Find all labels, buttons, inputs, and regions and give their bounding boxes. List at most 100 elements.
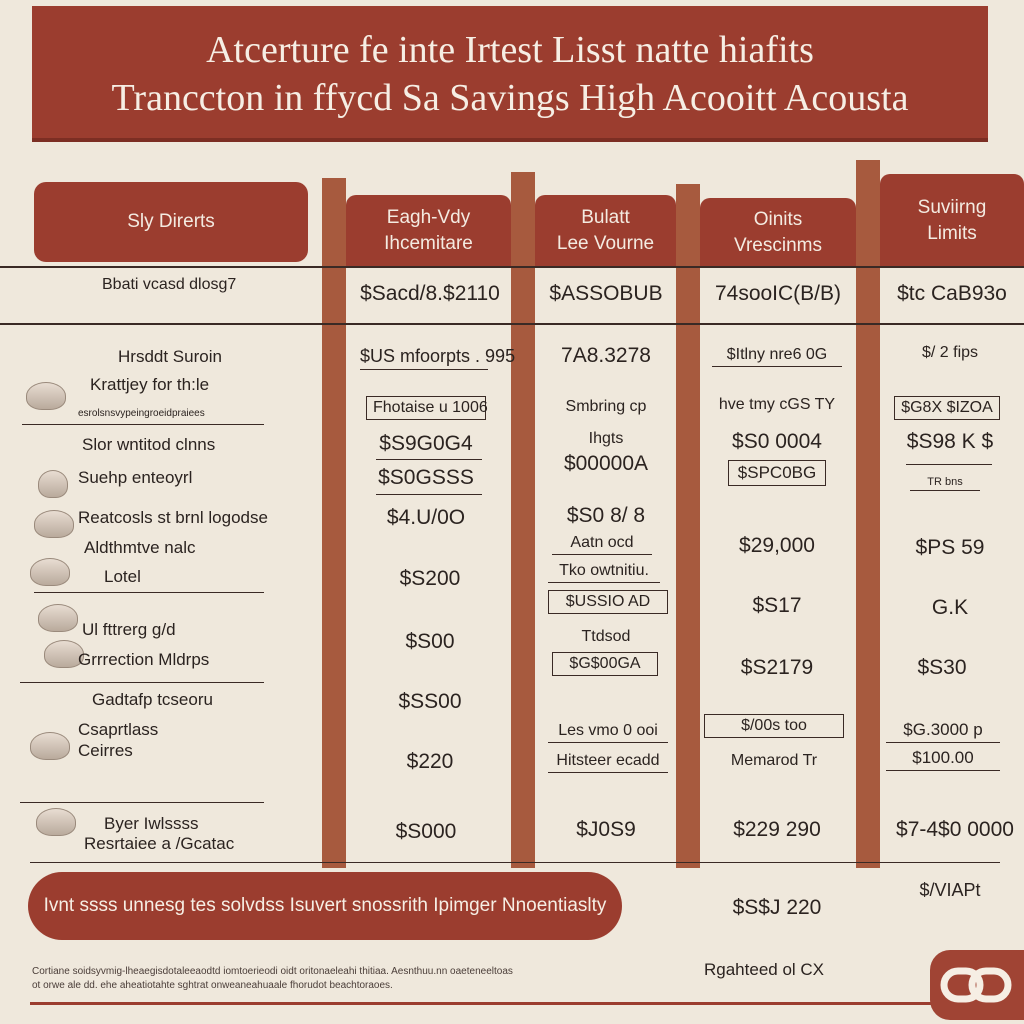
col4-value: G.K <box>931 596 969 619</box>
col2-value: $J0S9 <box>576 818 636 841</box>
col1-rule <box>376 459 482 460</box>
safe-icon <box>44 640 84 668</box>
left-item: Suehp enteoyrl <box>78 468 193 487</box>
col3-value: $29,000 <box>739 534 815 557</box>
footer-note: Rgahteed ol CX <box>704 960 825 979</box>
column-header-2: Eagh-Vdy Ihcemitare <box>346 195 511 267</box>
summary-value-1: $Sacd/8.$2110 <box>360 282 500 305</box>
col2-value: Les vmo 0 ooi <box>548 722 668 743</box>
col4-value: $/VIAPt <box>919 880 981 900</box>
summary-value-3: 74sooIC(B/B) <box>714 282 842 305</box>
col1-value: $220 <box>406 750 454 773</box>
col4-value: TR bns <box>910 476 980 491</box>
column-header-label-line2: Vrescinms <box>734 234 822 256</box>
column-header-4: Oinits Vrescinms <box>700 198 856 267</box>
header-rule <box>0 266 1024 268</box>
col1-value: $4.U/0O <box>386 506 466 529</box>
left-item: Ul fttrerg g/d <box>82 620 176 639</box>
fine-print-line-2: ot orwe ale dd. ehe aheatiotahte sghtrat… <box>32 980 393 991</box>
col2-value: $G$00GA <box>552 652 658 676</box>
left-item-rule <box>22 424 264 425</box>
col1-value: $S00 <box>405 630 455 653</box>
col3-value: $S17 <box>752 594 802 617</box>
bank-icon <box>26 382 66 410</box>
col4-value: $100.00 <box>886 748 1000 771</box>
banner-title-line-2: Tranccton in ffycd Sa Savings High Acooi… <box>111 77 909 119</box>
column-header-3: Bulatt Lee Vourne <box>535 195 676 267</box>
left-item: Ceirres <box>78 741 133 760</box>
col3-value: Memarod Tr <box>730 752 818 769</box>
col4-value: $PS 59 <box>915 536 985 559</box>
column-header-label: Sly Direrts <box>127 211 215 233</box>
col4-rule <box>906 464 992 465</box>
col1-value: $S9G0G4 <box>379 432 473 455</box>
left-item: Byer Iwlssss <box>104 814 199 833</box>
col1-value: $S000 <box>395 820 457 843</box>
col2-value: Smbring cp <box>565 398 647 415</box>
wallet-icon <box>30 558 70 586</box>
col3-value: $S$J 220 <box>732 896 822 919</box>
left-item: Gadtafp tcseoru <box>92 690 213 709</box>
chain-link-icon <box>940 967 1012 1003</box>
banner-title-line-1: Atcerture fe inte Irtest Lisst natte hia… <box>206 29 814 71</box>
col2-value: $USSIO AD <box>548 590 668 614</box>
left-item-rule <box>34 592 264 593</box>
col1-value: $S200 <box>399 567 461 590</box>
left-item: esrolsnsvypeingroeidpraiees <box>78 408 205 419</box>
column-header-label-line2: Limits <box>927 222 977 244</box>
left-item: Resrtaiee a /Gcatac <box>84 834 235 853</box>
col3-value: $Itlny nre6 0G <box>712 346 842 367</box>
col2-value: Tko owtnitiu. <box>548 562 660 583</box>
left-item: Lotel <box>104 567 141 586</box>
summary-row-label: Bbati vcasd dlosg7 <box>102 276 237 293</box>
column-header-label-line1: Eagh-Vdy <box>386 207 471 229</box>
summary-rule <box>0 323 1024 325</box>
col2-value: Ihgts <box>588 430 624 447</box>
column-header-label-line1: Bulatt <box>581 207 630 229</box>
col3-value: $229 290 <box>733 818 821 841</box>
footer-banner: Ivnt ssss unnesg tes solvdss Isuvert sno… <box>28 872 622 940</box>
col4-value: $S30 <box>917 656 967 679</box>
col3-value: hve tmy cGS TY <box>718 396 836 413</box>
col1-value: Fhotaise u 1006 <box>366 396 488 420</box>
column-divider-2 <box>511 172 535 868</box>
col4-value: $G8X $IZOA <box>894 396 1000 420</box>
column-divider-3 <box>676 184 700 868</box>
col1-value: $US mfoorpts . 995 <box>360 346 515 370</box>
col3-value: $S0 0004 <box>732 430 822 453</box>
col3-value: $/00s too <box>704 714 844 738</box>
col1-value: $S0GSSS <box>378 466 474 489</box>
column-divider-4 <box>856 160 880 868</box>
column-header-label-line1: Suviirng <box>917 196 987 218</box>
column-divider-1 <box>322 178 346 868</box>
col3-value: $S2179 <box>740 656 814 679</box>
left-item: Aldthmtve nalc <box>84 538 196 557</box>
coins-icon <box>34 510 74 538</box>
left-item: Hrsddt Suroin <box>118 347 222 366</box>
title-banner: Atcerture fe inte Irtest Lisst natte hia… <box>32 6 988 138</box>
section-rule <box>30 862 1000 863</box>
col2-value: 7A8.3278 <box>561 344 651 367</box>
col4-value: $G.3000 p <box>886 720 1000 743</box>
folder-icon <box>30 732 70 760</box>
col1-rule <box>376 494 482 495</box>
brand-logo <box>930 950 1024 1020</box>
card-icon <box>38 470 68 498</box>
left-item-rule <box>20 802 264 803</box>
left-item: Slor wntitod clnns <box>82 435 216 454</box>
fine-print-line-1: Cortiane soidsyvmig-lheaegisdotaleeaodtd… <box>32 966 513 977</box>
col4-value: $S98 K $ <box>906 430 994 453</box>
col4-value: $7-4$0 0000 <box>896 818 1014 841</box>
document-icon <box>36 808 76 836</box>
left-item: Reatcosls st brnl logodse <box>78 508 268 527</box>
col1-value: $SS00 <box>398 690 462 713</box>
left-item: Krattjey for th:le <box>90 375 210 394</box>
left-item-rule <box>20 682 264 683</box>
col2-value: Ttdsod <box>581 628 631 645</box>
col2-value: $00000A <box>563 452 649 475</box>
summary-value-2: $ASSOBUB <box>549 282 663 305</box>
column-header-label-line2: Ihcemitare <box>384 233 473 254</box>
column-header-label-line2: Lee Vourne <box>556 233 655 254</box>
column-header-5: Suviirng Limits <box>880 174 1024 267</box>
bottom-rule <box>30 1002 996 1005</box>
